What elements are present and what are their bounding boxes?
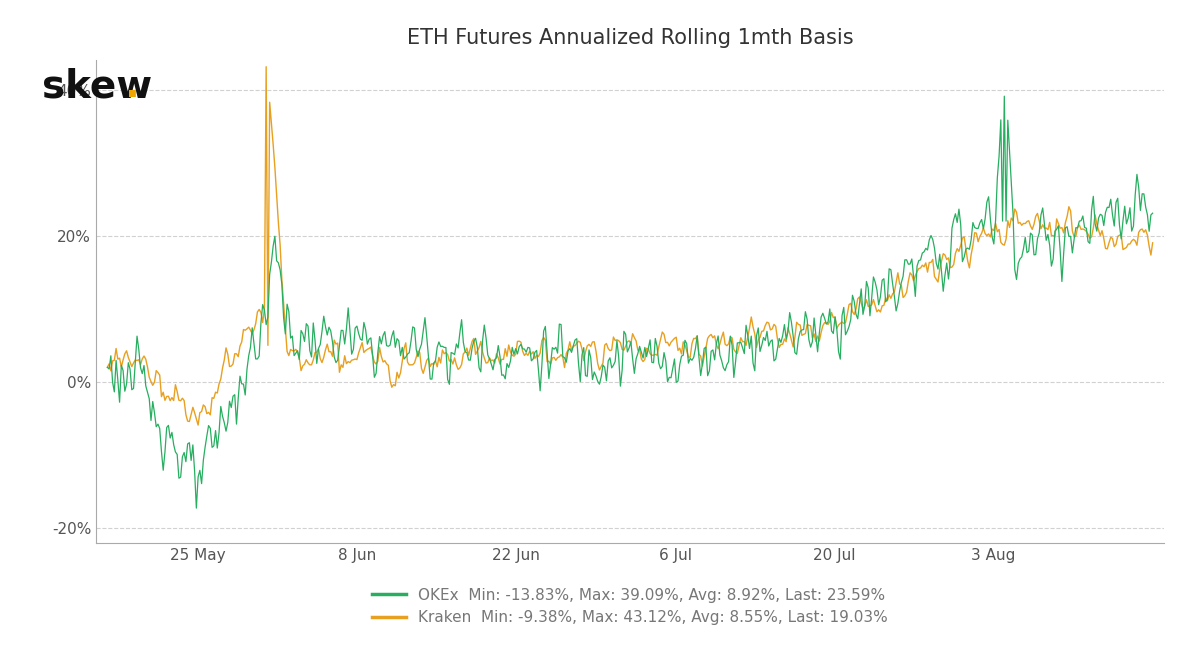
- Legend: OKEx  Min: -13.83%, Max: 39.09%, Avg: 8.92%, Last: 23.59%, Kraken  Min: -9.38%, : OKEx Min: -13.83%, Max: 39.09%, Avg: 8.9…: [366, 582, 894, 632]
- Title: ETH Futures Annualized Rolling 1mth Basis: ETH Futures Annualized Rolling 1mth Basi…: [407, 27, 853, 48]
- Text: skew: skew: [42, 67, 152, 105]
- Text: .: .: [125, 67, 139, 105]
